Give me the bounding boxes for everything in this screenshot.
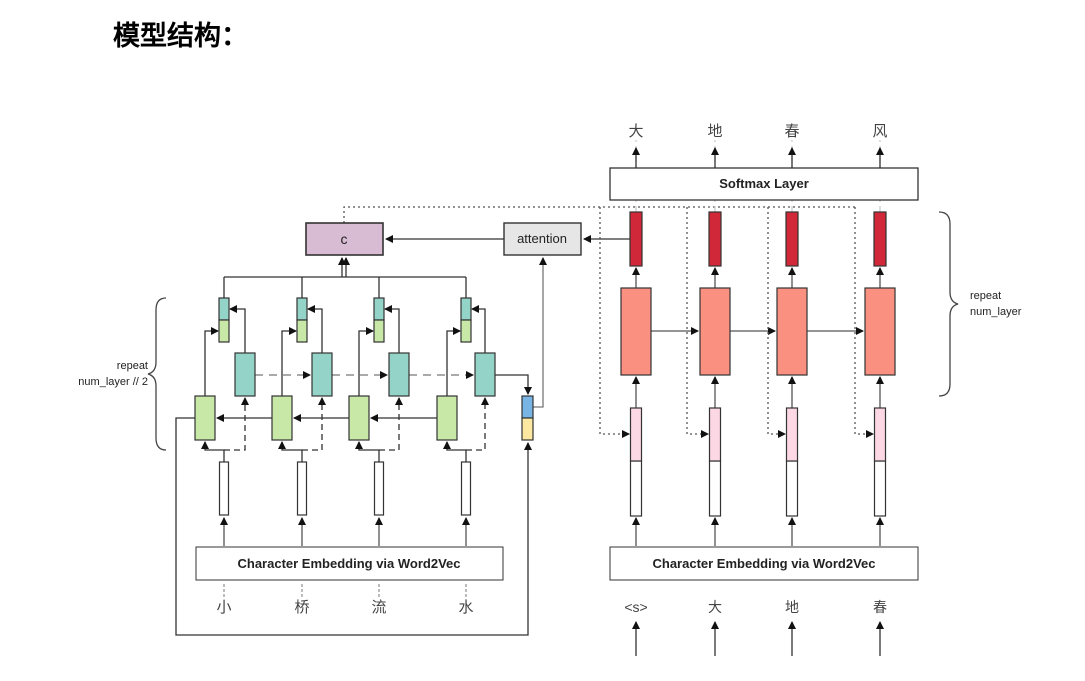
backward-output-arrow xyxy=(471,305,486,353)
backward-input-arrow xyxy=(466,397,489,451)
final-backward-arrow xyxy=(495,374,532,395)
context-vector-box xyxy=(305,222,384,256)
decoder-input-char: 大 xyxy=(708,599,722,615)
encoder-state-backward xyxy=(218,297,230,321)
forward-lstm-cell xyxy=(348,395,370,441)
softmax-label: Softmax Layer xyxy=(719,176,809,191)
context-input-arrow xyxy=(599,207,630,438)
decoder-input-vector xyxy=(629,407,643,462)
context-input-arrow xyxy=(767,207,786,438)
forward-output-arrow xyxy=(281,327,297,396)
encoder-input-char: 小 xyxy=(216,599,231,616)
forward-output-arrow xyxy=(358,327,374,396)
backward-input-arrow xyxy=(302,397,326,451)
final-state-top xyxy=(521,395,534,419)
backward-input-arrow xyxy=(379,397,403,451)
encoder-state-backward xyxy=(460,297,472,321)
decoder-embedding-vector xyxy=(629,460,643,517)
encoder-repeat-brace xyxy=(147,297,167,451)
encoder-state-backward xyxy=(296,297,308,321)
backward-output-arrow xyxy=(307,305,323,353)
encoder-embedding-vector xyxy=(460,461,472,516)
encoder-embedding-vector xyxy=(218,461,230,516)
softmax-layer xyxy=(609,167,919,201)
backward-lstm-cell xyxy=(311,352,333,397)
encoder-input-char: 流 xyxy=(371,599,386,616)
backward-lstm-cell xyxy=(474,352,496,397)
encoder-embedding-label: Character Embedding via Word2Vec xyxy=(238,556,461,571)
page-title: 模型结构： xyxy=(113,21,248,52)
context-broadcast-line xyxy=(343,206,855,223)
forward-lstm-cell xyxy=(194,395,216,441)
forward-output-arrow xyxy=(204,327,219,396)
decoder-output-vector xyxy=(708,211,722,267)
backward-lstm-cell xyxy=(388,352,410,397)
forward-lstm-cell xyxy=(271,395,293,441)
forward-output-arrow xyxy=(446,327,461,396)
backward-output-arrow xyxy=(384,305,400,353)
encoder-embedding-vector xyxy=(373,461,385,516)
encoder-state-forward xyxy=(296,319,308,343)
decoder-embedding-vector xyxy=(785,460,799,517)
context-label: c xyxy=(341,231,348,247)
encoder-input-char: 水 xyxy=(458,599,473,616)
encoder-repeat-label: repeat xyxy=(117,360,148,372)
decoder-embedding-label: Character Embedding via Word2Vec xyxy=(653,556,876,571)
context-input-arrow xyxy=(686,207,709,438)
decoder-embedding-vector xyxy=(708,460,722,517)
encoder-state-forward xyxy=(373,319,385,343)
decoder-output-char: 地 xyxy=(707,123,722,140)
decoder-input-char: <s> xyxy=(624,599,647,615)
decoder-embedding-vector xyxy=(873,460,887,517)
decoder-output-char: 风 xyxy=(872,123,887,140)
decoder-lstm-cell xyxy=(620,287,652,376)
state-to-attention-arrow xyxy=(533,257,547,408)
context-input-arrow xyxy=(854,207,874,438)
decoder-repeat-label: repeat xyxy=(970,290,1001,302)
decoder-input-char: 地 xyxy=(785,599,799,615)
forward-input-arrow xyxy=(278,441,303,462)
encoder-state-backward xyxy=(373,297,385,321)
final-state-bottom xyxy=(521,417,534,441)
attention-label: attention xyxy=(517,231,567,246)
encoder-state-forward xyxy=(218,319,230,343)
encoder-input-char: 桥 xyxy=(294,599,309,616)
decoder-repeat-label: num_layer xyxy=(970,306,1022,318)
decoder-output-vector xyxy=(629,211,643,267)
decoder-lstm-cell xyxy=(864,287,896,376)
encoder-state-forward xyxy=(460,319,472,343)
forward-input-arrow xyxy=(355,441,380,462)
decoder-output-vector xyxy=(873,211,887,267)
forward-lstm-cell xyxy=(436,395,458,441)
decoder-lstm-cell xyxy=(699,287,731,376)
decoder-repeat-brace xyxy=(938,211,959,397)
attention-box xyxy=(503,222,582,256)
forward-input-arrow xyxy=(443,441,467,462)
decoder-output-char: 大 xyxy=(628,123,643,140)
backward-input-arrow xyxy=(224,397,249,451)
decoder-lstm-cell xyxy=(776,287,808,376)
decoder-embedding-layer xyxy=(609,546,919,581)
decoder-output-vector xyxy=(785,211,799,267)
forward-input-arrow xyxy=(201,441,225,462)
encoder-embedding-vector xyxy=(296,461,308,516)
decoder-input-vector xyxy=(873,407,887,462)
decoder-input-vector xyxy=(708,407,722,462)
encoder-embedding-layer xyxy=(195,546,504,581)
decoder-input-char: 春 xyxy=(873,599,887,615)
encoder-repeat-label: num_layer // 2 xyxy=(78,376,148,388)
backward-lstm-cell xyxy=(234,352,256,397)
backward-output-arrow xyxy=(229,305,246,353)
decoder-output-char: 春 xyxy=(784,123,799,140)
decoder-input-vector xyxy=(785,407,799,462)
forward-final-loop xyxy=(175,417,532,636)
